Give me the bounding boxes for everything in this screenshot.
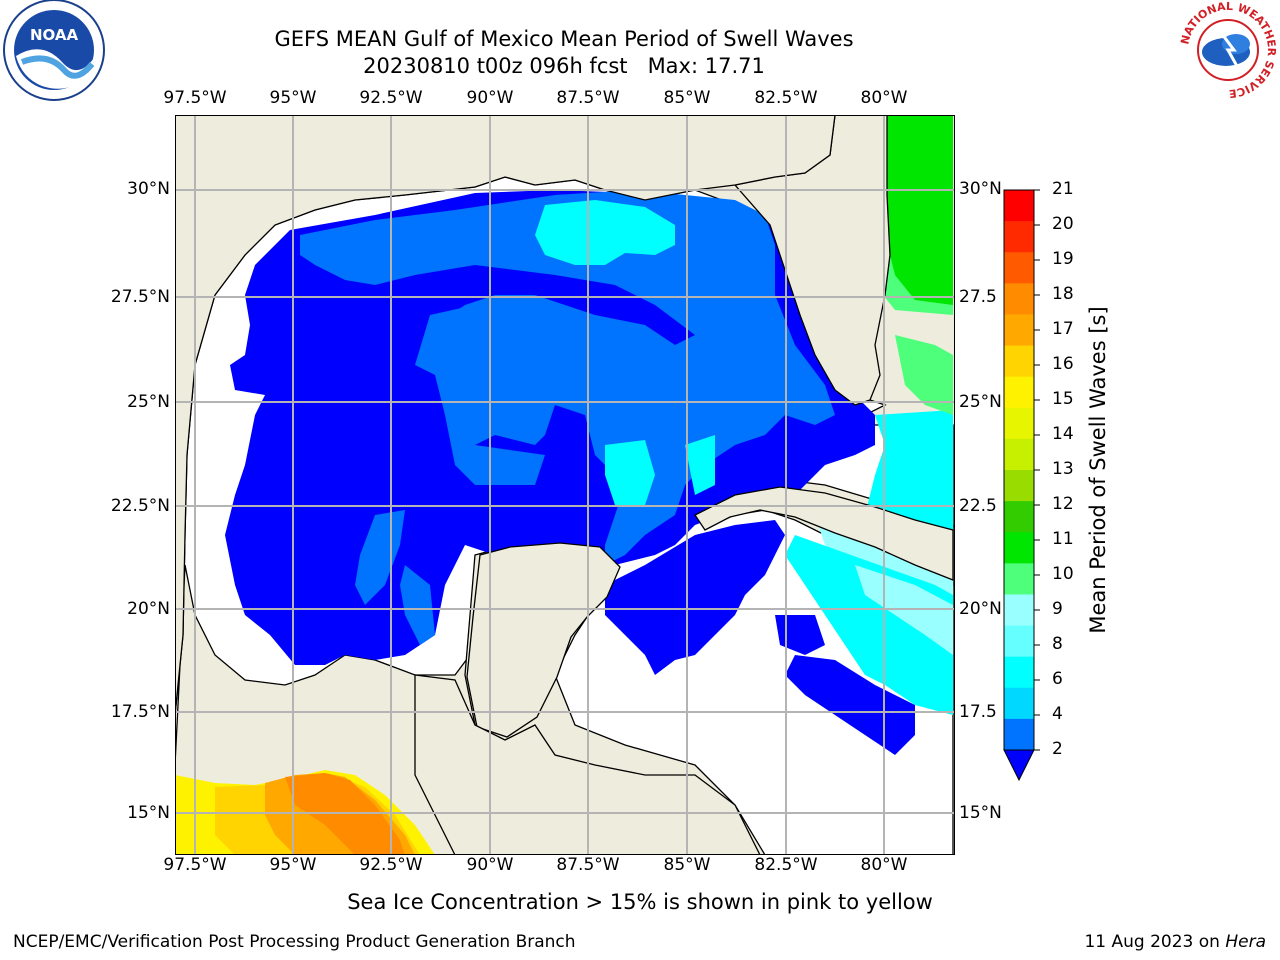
colorbar-segment xyxy=(1004,345,1034,378)
colorbar xyxy=(1000,185,1042,785)
colorbar-segment xyxy=(1004,532,1034,564)
lat-label-right: 27.5 xyxy=(959,287,999,307)
footer-date-text: 11 Aug 2023 on xyxy=(1084,932,1226,952)
sea-ice-note-text: Sea Ice Concentration > 15% is shown in … xyxy=(347,890,933,914)
colorbar-tick-label: 16 xyxy=(1052,354,1074,374)
lon-label-top: 90°W xyxy=(466,88,514,108)
colorbar-tick-label: 9 xyxy=(1052,599,1063,619)
lat-label-right: 30°N xyxy=(959,179,1004,199)
region-c4 xyxy=(300,190,835,565)
region-c4b xyxy=(355,510,405,605)
lat-label-left: 25°N xyxy=(127,392,170,412)
region-c8-caribbean xyxy=(785,535,953,715)
colorbar-svg xyxy=(1003,189,1040,782)
colorbar-segment xyxy=(1004,190,1034,222)
colorbar-segment xyxy=(1004,594,1034,627)
lon-label-bottom: 85°W xyxy=(663,855,711,875)
lat-label-right: 15°N xyxy=(959,803,1004,823)
nws-logo: NATIONAL WEATHER SERVICE xyxy=(1176,0,1280,104)
lat-label-right: 20°N xyxy=(959,599,1004,619)
colorbar-segment xyxy=(1004,470,1034,502)
yucatan-land-top xyxy=(466,542,621,738)
lat-label-right: 22.5 xyxy=(959,496,999,516)
lat-label-right: 17.5 xyxy=(959,702,999,722)
colorbar-tick-label: 11 xyxy=(1052,529,1074,549)
footer-host: Hera xyxy=(1225,932,1266,952)
lat-label-left: 17.5°N xyxy=(110,702,170,722)
region-c6b xyxy=(605,440,655,505)
lon-label-bottom: 95°W xyxy=(269,855,317,875)
colorbar-segment xyxy=(1004,687,1034,720)
colorbar-tick-label: 12 xyxy=(1052,494,1074,514)
lat-label-left: 30°N xyxy=(127,179,170,199)
lon-label-bottom: 82.5°W xyxy=(754,855,818,875)
lat-label-left: 15°N xyxy=(127,803,170,823)
colorbar-segment xyxy=(1004,656,1034,689)
chart-title: GEFS MEAN Gulf of Mexico Mean Period of … xyxy=(274,27,854,51)
colorbar-tick-label: 15 xyxy=(1052,389,1074,409)
colorbar-segment xyxy=(1004,314,1034,347)
region-c10-bahamas xyxy=(895,335,953,415)
region-c2-caribbean-b xyxy=(785,655,915,755)
colorbar-segment xyxy=(1004,283,1034,315)
lon-label-bottom: 97.5°W xyxy=(163,855,227,875)
sea-ice-note: Sea Ice Concentration > 15% is shown in … xyxy=(0,890,1280,914)
lon-label-top: 80°W xyxy=(860,88,908,108)
chart-subtitle: 20230810 t00z 096h fcst Max: 17.71 xyxy=(363,54,765,78)
colorbar-segment xyxy=(1004,221,1034,253)
colorbar-tick-label: 10 xyxy=(1052,564,1074,584)
colorbar-tick-label: 18 xyxy=(1052,284,1074,304)
colorbar-segment xyxy=(1004,625,1034,658)
region-c6 xyxy=(535,200,675,265)
colorbar-tick-label: 20 xyxy=(1052,214,1074,234)
region-c2-caribbean xyxy=(605,520,785,675)
svg-text:NOAA: NOAA xyxy=(30,26,79,44)
lat-label-right: 25°N xyxy=(959,392,1004,412)
lat-lon-grid xyxy=(175,115,955,855)
colorbar-tick-label: 14 xyxy=(1052,424,1074,444)
colorbar-tick-label: 19 xyxy=(1052,249,1074,269)
colorbar-segment xyxy=(1004,718,1034,751)
map-panel xyxy=(174,114,956,856)
lon-label-top: 92.5°W xyxy=(359,88,423,108)
colorbar-tick-label: 4 xyxy=(1052,704,1063,724)
region-c4c xyxy=(400,565,435,645)
lon-label-top: 97.5°W xyxy=(163,88,227,108)
colorbar-under-arrow xyxy=(1003,749,1035,782)
lon-label-bottom: 92.5°W xyxy=(359,855,423,875)
colorbar-segment xyxy=(1004,563,1034,595)
lon-label-bottom: 87.5°W xyxy=(556,855,620,875)
footer-org: NCEP/EMC/Verification Post Processing Pr… xyxy=(13,932,576,952)
colorbar-tick-label: 6 xyxy=(1052,669,1063,689)
colorbar-segment xyxy=(1004,438,1034,471)
lat-label-left: 27.5°N xyxy=(110,287,170,307)
colorbar-tick-label: 21 xyxy=(1052,179,1074,199)
lat-label-left: 22.5°N xyxy=(110,496,170,516)
region-c4d xyxy=(415,305,475,375)
colorbar-tick-label: 2 xyxy=(1052,739,1063,759)
lon-label-top: 95°W xyxy=(269,88,317,108)
colorbar-label: Mean Period of Swell Waves [s] xyxy=(1086,306,1110,634)
colorbar-tick-label: 17 xyxy=(1052,319,1074,339)
lon-label-bottom: 80°W xyxy=(860,855,908,875)
lon-label-top: 82.5°W xyxy=(754,88,818,108)
map-svg xyxy=(174,114,956,856)
lat-label-left: 20°N xyxy=(127,599,170,619)
lon-label-top: 85°W xyxy=(663,88,711,108)
region-c2-caribbean-c xyxy=(775,615,825,655)
colorbar-segment xyxy=(1004,501,1034,533)
noaa-logo: NOAA xyxy=(2,0,106,104)
colorbar-segment xyxy=(1004,376,1034,409)
lon-label-bottom: 90°W xyxy=(466,855,514,875)
colorbar-tick-label: 8 xyxy=(1052,634,1063,654)
region-c6c xyxy=(685,435,715,495)
footer-date: 11 Aug 2023 on Hera xyxy=(1084,932,1266,952)
colorbar-segment xyxy=(1004,252,1034,284)
colorbar-tick-label: 13 xyxy=(1052,459,1074,479)
colorbar-segment xyxy=(1004,407,1034,440)
lon-label-top: 87.5°W xyxy=(556,88,620,108)
